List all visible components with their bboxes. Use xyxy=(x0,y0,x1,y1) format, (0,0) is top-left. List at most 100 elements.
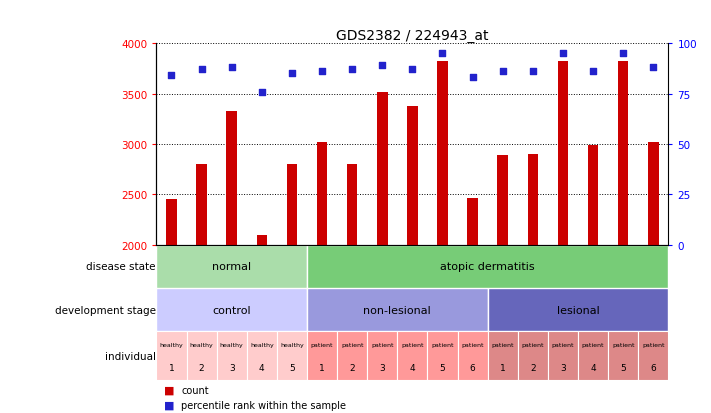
Point xyxy=(377,63,388,69)
Bar xyxy=(196,165,207,245)
Bar xyxy=(156,245,307,288)
Bar xyxy=(166,200,177,245)
Bar xyxy=(608,332,638,380)
Point xyxy=(316,69,328,76)
Bar xyxy=(618,62,629,245)
Text: patient: patient xyxy=(642,342,665,347)
Text: 2: 2 xyxy=(349,363,355,373)
Point xyxy=(226,65,237,71)
Text: 4: 4 xyxy=(410,363,415,373)
Text: count: count xyxy=(181,385,209,395)
Bar xyxy=(257,235,267,245)
Text: 2: 2 xyxy=(199,363,204,373)
Text: patient: patient xyxy=(522,342,544,347)
Text: healthy: healthy xyxy=(250,342,274,347)
Text: individual: individual xyxy=(105,351,156,361)
Bar xyxy=(557,62,568,245)
Point xyxy=(587,69,599,76)
Text: 5: 5 xyxy=(289,363,295,373)
Text: 6: 6 xyxy=(651,363,656,373)
Bar xyxy=(648,142,658,245)
Text: atopic dermatitis: atopic dermatitis xyxy=(440,262,535,272)
Text: non-lesional: non-lesional xyxy=(363,305,431,315)
Text: healthy: healthy xyxy=(220,342,244,347)
Bar xyxy=(397,332,427,380)
Text: patient: patient xyxy=(432,342,454,347)
Text: 3: 3 xyxy=(229,363,235,373)
Bar xyxy=(488,288,668,332)
Bar xyxy=(247,332,277,380)
Bar xyxy=(437,62,448,245)
Bar xyxy=(156,332,186,380)
Bar xyxy=(467,199,478,245)
Bar xyxy=(588,146,599,245)
Bar xyxy=(578,332,608,380)
Point xyxy=(617,51,629,57)
Point xyxy=(407,67,418,74)
Text: patient: patient xyxy=(401,342,424,347)
Bar xyxy=(458,332,488,380)
Point xyxy=(256,89,267,95)
Point xyxy=(497,69,508,76)
Bar xyxy=(307,245,668,288)
Bar xyxy=(226,112,237,245)
Text: patient: patient xyxy=(341,342,363,347)
Text: ■: ■ xyxy=(164,385,174,395)
Bar xyxy=(498,156,508,245)
Bar xyxy=(518,332,548,380)
Text: 5: 5 xyxy=(439,363,445,373)
Point xyxy=(287,71,298,78)
Text: ■: ■ xyxy=(164,400,174,410)
Title: GDS2382 / 224943_at: GDS2382 / 224943_at xyxy=(336,29,488,43)
Text: 3: 3 xyxy=(380,363,385,373)
Text: 6: 6 xyxy=(470,363,476,373)
Bar xyxy=(307,288,488,332)
Bar xyxy=(317,142,327,245)
Bar xyxy=(217,332,247,380)
Bar xyxy=(488,332,518,380)
Point xyxy=(166,73,177,80)
Bar xyxy=(638,332,668,380)
Text: normal: normal xyxy=(212,262,251,272)
Text: patient: patient xyxy=(582,342,604,347)
Text: 1: 1 xyxy=(500,363,506,373)
Bar xyxy=(407,107,417,245)
Text: lesional: lesional xyxy=(557,305,599,315)
Bar xyxy=(337,332,367,380)
Bar xyxy=(156,288,307,332)
Text: patient: patient xyxy=(552,342,574,347)
Text: disease state: disease state xyxy=(86,262,156,272)
Point xyxy=(437,51,448,57)
Bar xyxy=(287,165,297,245)
Bar xyxy=(427,332,458,380)
Text: 2: 2 xyxy=(530,363,535,373)
Bar xyxy=(186,332,217,380)
Text: patient: patient xyxy=(311,342,333,347)
Point xyxy=(346,67,358,74)
Bar xyxy=(528,155,538,245)
Text: patient: patient xyxy=(612,342,634,347)
Text: 5: 5 xyxy=(620,363,626,373)
Bar xyxy=(277,332,307,380)
Text: control: control xyxy=(213,305,251,315)
Text: patient: patient xyxy=(491,342,514,347)
Bar xyxy=(347,165,358,245)
Point xyxy=(467,75,479,81)
Text: 1: 1 xyxy=(319,363,325,373)
Text: 1: 1 xyxy=(169,363,174,373)
Text: patient: patient xyxy=(371,342,393,347)
Point xyxy=(648,65,659,71)
Text: patient: patient xyxy=(461,342,484,347)
Bar xyxy=(367,332,397,380)
Bar xyxy=(548,332,578,380)
Bar xyxy=(307,332,337,380)
Text: 4: 4 xyxy=(590,363,596,373)
Point xyxy=(557,51,569,57)
Text: healthy: healthy xyxy=(190,342,213,347)
Text: percentile rank within the sample: percentile rank within the sample xyxy=(181,400,346,410)
Point xyxy=(196,67,208,74)
Text: healthy: healthy xyxy=(159,342,183,347)
Bar xyxy=(377,92,387,245)
Point xyxy=(527,69,538,76)
Text: 4: 4 xyxy=(259,363,264,373)
